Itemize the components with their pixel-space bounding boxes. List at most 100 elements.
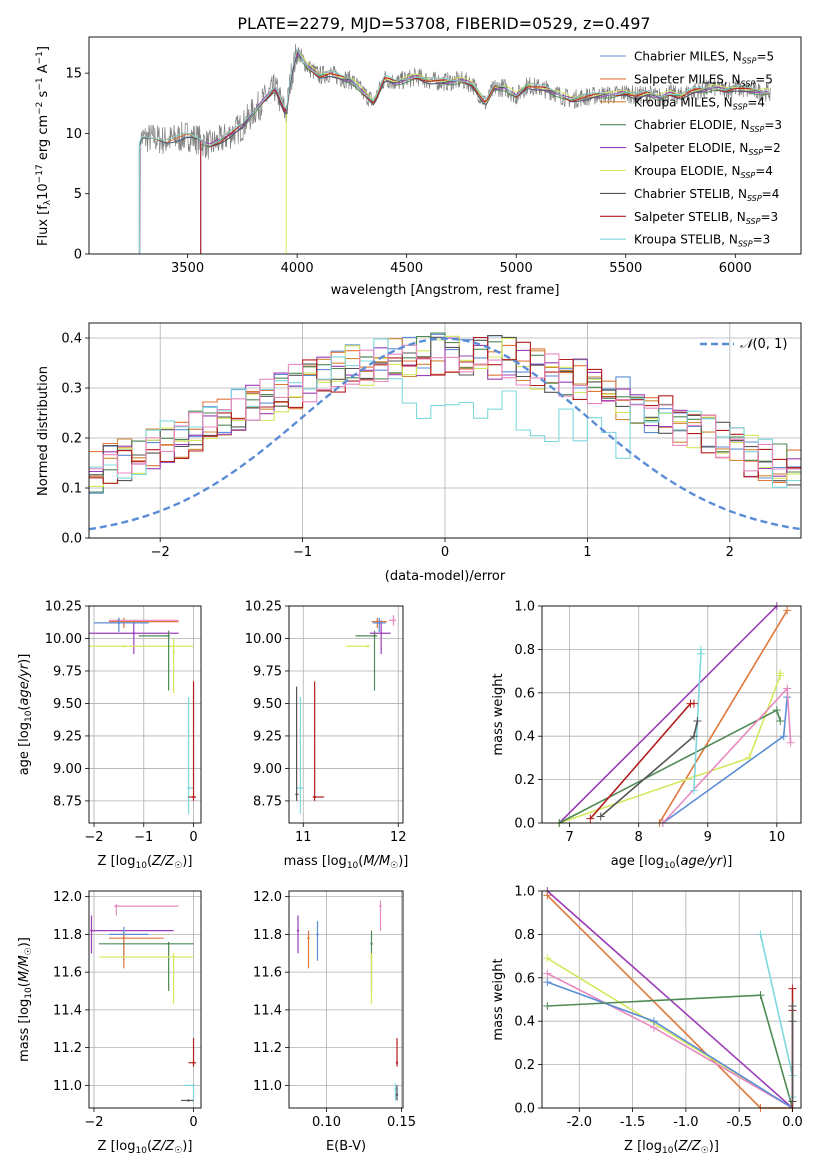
data-point	[192, 1084, 195, 1087]
data-point	[296, 929, 300, 932]
y-tick-label: 8.75	[253, 794, 282, 809]
mass-weight-marker	[596, 812, 605, 821]
data-point	[299, 786, 302, 790]
data-point	[187, 786, 190, 790]
x-tick-label: −2	[151, 545, 170, 560]
y-tick-label: 9.00	[253, 762, 282, 777]
mass-weight-marker	[756, 930, 765, 939]
data-point	[370, 955, 373, 959]
y-tick-label: 11.0	[253, 1079, 282, 1094]
y-tick-label: 10.00	[245, 632, 282, 647]
mass-weight-line-chabrier-miles	[547, 981, 793, 1109]
data-point	[117, 621, 121, 625]
mass-weight-marker	[788, 1002, 797, 1011]
mass-weight-marker	[543, 891, 552, 900]
y-tick-label: 11.4	[53, 1003, 82, 1018]
mass-weight-marker	[586, 814, 595, 823]
axes-1	[88, 323, 802, 539]
data-point	[395, 1093, 399, 1096]
y-tick-label: 1.0	[514, 600, 535, 615]
data-point	[122, 645, 126, 648]
x-tick-label: 1	[583, 545, 591, 560]
residual-histogram-salpeter-stelib	[89, 336, 801, 484]
x-tick-label: 7	[565, 830, 573, 845]
axes-frame	[88, 36, 802, 255]
y-tick-label: 0.6	[514, 686, 535, 701]
y-tick-label: 9.50	[253, 697, 282, 712]
normal-distribution-curve	[88, 337, 802, 531]
mass-weight-line-salpeter-miles	[658, 609, 788, 824]
y-tick-label: 15	[65, 67, 82, 82]
mass-weight-marker	[788, 984, 797, 993]
data-point	[192, 795, 195, 799]
y-tick-label: 11.2	[53, 1041, 82, 1056]
x-tick-label: -1.5	[620, 1115, 645, 1130]
y-tick-label: 11.8	[53, 928, 82, 943]
mass-weight-marker	[776, 669, 785, 678]
y-tick-label: 9.25	[253, 729, 282, 744]
x-tick-label: −1	[293, 545, 312, 560]
data-point	[90, 929, 93, 932]
mass-weight-marker	[756, 991, 765, 1000]
residual-histogram-kroupa-stelib	[89, 338, 801, 488]
axes-0	[138, 44, 771, 255]
data-point	[313, 795, 316, 799]
x-tick-label: −2	[84, 830, 103, 845]
x-tick-label: -0.5	[726, 1115, 751, 1130]
x-axis-label: wavelength [Angstrom, rest frame]	[331, 283, 560, 298]
y-tick-label: 9.50	[53, 697, 82, 712]
y-tick-label: 0.0	[514, 817, 535, 832]
x-tick-label: -2.0	[567, 1115, 592, 1130]
y-tick-label: 5	[74, 187, 82, 202]
mass-weight-line-salpeter-miles_alt	[546, 972, 793, 1109]
x-tick-label: 11	[295, 830, 312, 845]
axes-5	[89, 891, 201, 1108]
y-tick-label: 12.0	[53, 890, 82, 905]
y-tick-label: 10.25	[245, 600, 282, 615]
y-tick-label: 0.2	[514, 773, 535, 788]
data-point	[192, 1061, 195, 1064]
axes-frame	[288, 605, 404, 824]
x-tick-label: 0.0	[782, 1115, 803, 1130]
y-tick-label: 11.6	[253, 966, 282, 981]
data-point	[187, 1099, 190, 1102]
mass-weight-marker	[543, 969, 552, 978]
data-point	[379, 904, 382, 908]
legend-entry: Chabrier MILES, NSSP=5	[634, 50, 774, 66]
legend-entry: Salpeter ELODIE, NSSP=2	[634, 141, 781, 157]
data-point	[394, 1087, 397, 1091]
legend-entry: Chabrier ELODIE, NSSP=3	[634, 118, 782, 134]
x-tick-label: 5000	[500, 261, 533, 276]
legend-entry: Salpeter MILES, NSSP=5	[634, 72, 773, 88]
data-point	[370, 942, 373, 946]
mass-weight-line-salpeter-miles_alt	[662, 686, 792, 824]
residual-histogram-salpeter-miles_alt	[89, 344, 801, 474]
data-point	[316, 933, 319, 936]
x-tick-label: 9	[704, 830, 712, 845]
x-tick-label: 0	[441, 545, 449, 560]
x-tick-label: 12	[390, 830, 407, 845]
y-tick-label: 0.8	[514, 643, 535, 658]
legend-entry: Salpeter STELIB, NSSP=3	[634, 210, 778, 226]
y-tick-label: 0.6	[514, 971, 535, 986]
y-tick-label: 1.0	[514, 885, 535, 900]
data-point	[115, 904, 118, 908]
axes-7	[542, 887, 801, 1112]
legend-entry: Kroupa MILES, NSSP=4	[634, 95, 765, 111]
y-tick-label: 0.2	[514, 1058, 535, 1073]
y-tick-label: 9.00	[53, 762, 82, 777]
mass-weight-marker	[788, 1017, 797, 1026]
x-axis-label: Z [log10(Z/Z☉)]	[98, 1139, 193, 1156]
axes-4	[542, 602, 801, 827]
y-tick-label: 0.0	[514, 1102, 535, 1117]
x-axis-label: Z [log10(Z/Z☉)]	[624, 1139, 719, 1156]
mass-weight-marker	[689, 732, 698, 741]
data-point	[378, 621, 381, 625]
x-axis-label: age [log10(age/yr)]	[611, 854, 733, 871]
mass-weight-line-salpeter-elodie	[558, 605, 778, 824]
mass-weight-marker	[689, 786, 698, 795]
mass-weight-marker	[783, 606, 792, 615]
mass-weight-line-kroupa-elodie	[559, 673, 782, 824]
data-point	[167, 942, 170, 946]
